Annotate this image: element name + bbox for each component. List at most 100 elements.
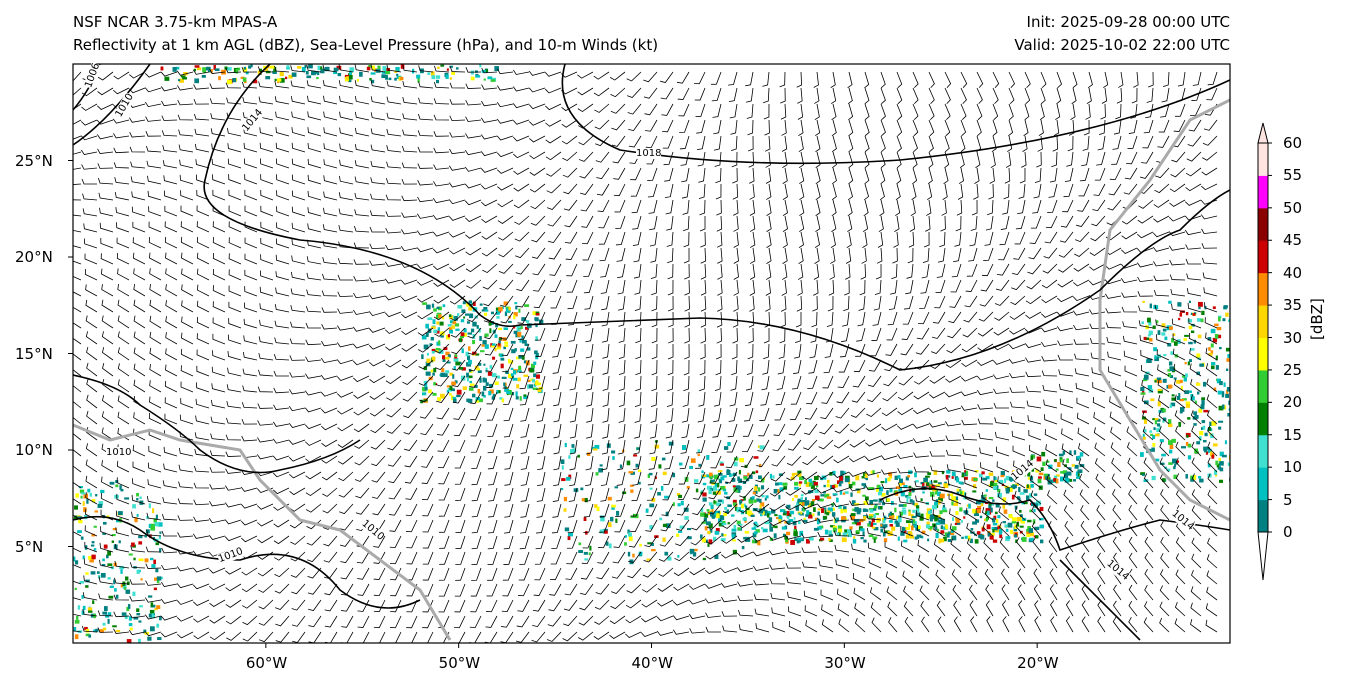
wind-barb	[196, 205, 210, 217]
wind-barb	[651, 279, 658, 296]
wind-barb	[1032, 536, 1042, 553]
wind-barb	[1011, 430, 1026, 441]
wind-barb	[565, 567, 578, 580]
wind-barb	[992, 71, 1000, 88]
wind-barb	[97, 71, 114, 81]
reflectivity-cell	[713, 536, 717, 542]
reflectivity-cell	[969, 538, 973, 544]
reflectivity-cell	[98, 501, 104, 506]
reflectivity-cell	[594, 504, 598, 508]
wind-barb	[114, 577, 130, 585]
wind-barb	[146, 160, 162, 169]
reflectivity-cell	[1020, 519, 1026, 524]
reflectivity-cell	[596, 506, 600, 512]
wind-barb	[449, 82, 466, 89]
wind-barb	[113, 147, 130, 154]
wind-barb	[950, 538, 962, 553]
reflectivity-cell	[635, 463, 639, 468]
reflectivity-cell	[432, 372, 435, 376]
wind-barb	[561, 103, 578, 112]
reflectivity-cell	[561, 465, 564, 470]
reflectivity-cell	[651, 457, 656, 461]
reflectivity-cell	[954, 496, 959, 501]
wind-barb	[933, 311, 946, 324]
wind-barb	[1141, 395, 1154, 409]
reflectivity-cell	[794, 486, 799, 490]
wind-barb	[1133, 71, 1139, 88]
reflectivity-cell	[927, 472, 932, 476]
wind-barb	[565, 247, 578, 260]
wind-barb	[763, 343, 770, 360]
colorbar-tick-label: 50	[1283, 198, 1303, 217]
reflectivity-cell	[726, 509, 729, 514]
reflectivity-cell	[91, 533, 96, 537]
wind-barb	[748, 135, 754, 152]
wind-barb	[85, 492, 98, 505]
reflectivity-cell	[119, 485, 122, 490]
wind-barb	[73, 353, 82, 361]
wind-barb	[212, 333, 226, 345]
wind-barb	[371, 471, 386, 483]
reflectivity-cell	[724, 491, 728, 495]
wind-barb	[550, 279, 562, 293]
wind-barb	[1185, 183, 1202, 192]
isobar-label: 1010	[106, 447, 132, 458]
wind-barb	[1175, 441, 1186, 457]
wind-barb	[998, 247, 1010, 261]
reflectivity-cell	[898, 481, 902, 487]
wind-barb	[405, 631, 418, 643]
wind-barb	[814, 247, 820, 264]
reflectivity-cell	[503, 327, 509, 331]
reflectivity-cell	[111, 533, 116, 537]
reflectivity-cell	[774, 514, 778, 517]
wind-barb	[389, 519, 402, 532]
wind-barb	[617, 279, 626, 295]
wind-barb	[455, 535, 466, 549]
reflectivity-cell	[799, 530, 804, 536]
reflectivity-cell	[178, 79, 181, 82]
wind-barb	[1024, 87, 1031, 105]
reflectivity-cell	[1196, 391, 1200, 395]
reflectivity-cell	[505, 370, 509, 375]
wind-barb	[547, 615, 562, 627]
wind-barb	[272, 421, 290, 427]
colorbar-band	[1258, 143, 1268, 176]
reflectivity-cell	[853, 536, 856, 539]
reflectivity-cell	[1196, 353, 1201, 359]
wind-barb	[208, 567, 226, 574]
wind-barb	[583, 279, 594, 294]
reflectivity-cell	[826, 483, 830, 487]
reflectivity-cell	[937, 482, 942, 485]
wind-barb	[848, 151, 854, 169]
wind-barb	[181, 268, 194, 281]
reflectivity-cell	[1010, 529, 1014, 534]
wind-barb	[1034, 616, 1042, 633]
wind-barb	[617, 455, 626, 471]
reflectivity-cell	[731, 534, 735, 539]
wind-barb	[177, 85, 194, 91]
wind-barb	[1048, 536, 1058, 553]
wind-barb	[386, 407, 402, 418]
reflectivity-cell	[1152, 325, 1156, 329]
wind-barb	[1111, 151, 1122, 165]
wind-barb	[552, 487, 562, 502]
wind-barb	[694, 87, 706, 101]
reflectivity-cell	[150, 523, 155, 529]
wind-barb	[928, 119, 935, 137]
wind-barb	[887, 311, 898, 326]
wind-barb	[129, 146, 146, 153]
reflectivity-cell	[1027, 471, 1031, 477]
reflectivity-cell	[459, 338, 463, 343]
reflectivity-cell	[667, 556, 672, 561]
wind-barb	[533, 583, 546, 596]
reflectivity-cell	[1225, 312, 1229, 317]
wind-barb	[1097, 552, 1106, 569]
wind-barb	[1009, 387, 1026, 393]
wind-barb	[400, 279, 418, 285]
wind-barb	[799, 183, 805, 201]
wind-barb	[945, 421, 962, 427]
reflectivity-cell	[935, 499, 940, 503]
wind-barb	[1092, 397, 1106, 409]
wind-barb	[73, 151, 82, 155]
reflectivity-cell	[296, 66, 302, 69]
